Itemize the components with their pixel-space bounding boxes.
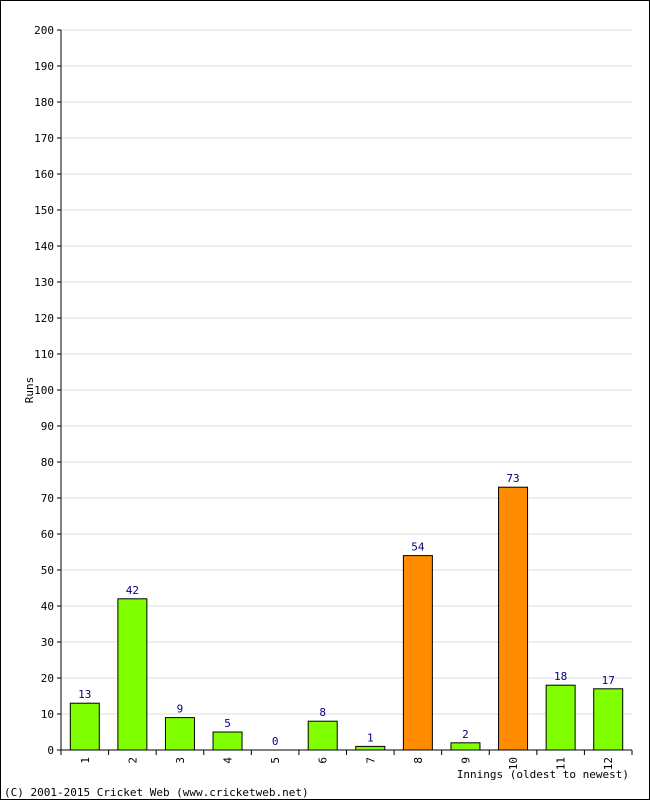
bar: [307, 720, 338, 751]
y-tick-label: 20: [41, 672, 54, 685]
x-axis-ticks: 1 2 3 4 5 6 7 8 9 10 11 12: [60, 750, 633, 770]
data-label: 1: [367, 731, 374, 744]
y-axis-title: Runs: [23, 377, 36, 404]
y-tick-label: 190: [34, 60, 54, 73]
copyright-footer: (C) 2001-2015 Cricket Web (www.cricketwe…: [4, 786, 309, 799]
data-label: 13: [78, 688, 91, 701]
bar: [593, 688, 624, 751]
bar: [212, 731, 243, 751]
y-tick-label: 40: [41, 600, 54, 613]
y-tick-label: 30: [41, 636, 54, 649]
y-tick-label: 100: [34, 384, 54, 397]
data-label: 42: [126, 584, 139, 597]
data-label: 17: [602, 674, 615, 687]
y-tick-label: 90: [41, 420, 54, 433]
x-tick-label: 4: [222, 757, 235, 764]
x-tick-label: 6: [317, 757, 330, 764]
x-tick-label: 9: [459, 757, 472, 764]
y-axis-ticks: 0 10 20 30 40 50 60 70 80 90 100 110 120 130 140 150 160…: [34, 24, 61, 757]
y-tick-label: 150: [34, 204, 54, 217]
y-tick-label: 140: [34, 240, 54, 253]
y-tick-label: 200: [34, 24, 54, 37]
x-tick-label: 12: [602, 757, 615, 770]
x-axis-title: Innings (oldest to newest): [457, 768, 629, 781]
bar: [164, 717, 195, 751]
x-tick-label: 11: [555, 757, 568, 770]
bar: [450, 742, 481, 751]
y-tick-label: 160: [34, 168, 54, 181]
bar: [355, 745, 386, 751]
bar: [498, 486, 529, 751]
y-tick-label: 0: [47, 744, 54, 757]
bar: [402, 555, 433, 751]
x-tick-label: 1: [79, 757, 92, 764]
y-tick-label: 170: [34, 132, 54, 145]
data-label: 18: [554, 670, 567, 683]
x-tick-label: 10: [507, 757, 520, 770]
bars: 13 42 9 5 0 8 1 54 2 73 18 17: [69, 472, 624, 751]
y-tick-label: 180: [34, 96, 54, 109]
bar: [117, 598, 148, 751]
y-tick-label: 120: [34, 312, 54, 325]
data-label: 8: [319, 706, 326, 719]
y-tick-label: 70: [41, 492, 54, 505]
bar: [69, 702, 100, 751]
bar: [545, 684, 576, 751]
y-tick-label: 60: [41, 528, 54, 541]
data-label: 54: [411, 541, 425, 554]
data-label: 2: [462, 728, 469, 741]
x-tick-label: 3: [174, 757, 187, 764]
data-label: 5: [224, 717, 231, 730]
y-tick-label: 10: [41, 708, 54, 721]
x-tick-label: 8: [412, 757, 425, 764]
x-tick-label: 5: [269, 757, 282, 764]
gridlines: [61, 29, 632, 715]
x-tick-label: 7: [364, 757, 377, 764]
data-label: 0: [272, 735, 279, 748]
x-tick-label: 2: [126, 757, 139, 764]
y-tick-label: 80: [41, 456, 54, 469]
y-tick-label: 110: [34, 348, 54, 361]
y-tick-label: 130: [34, 276, 54, 289]
data-label: 73: [506, 472, 519, 485]
y-tick-label: 50: [41, 564, 54, 577]
data-label: 9: [177, 703, 184, 716]
